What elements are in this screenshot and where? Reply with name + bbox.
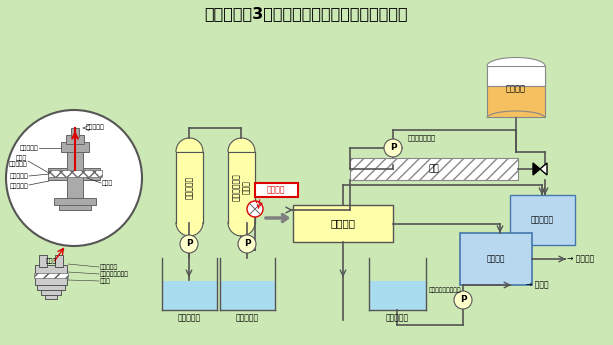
Polygon shape [228, 223, 255, 236]
Circle shape [384, 139, 402, 157]
Text: P: P [186, 239, 192, 248]
Bar [66, 135, 84, 144]
Text: 逆洗排水槽: 逆洗排水槽 [530, 216, 554, 225]
Bar [487, 66, 545, 86]
Text: ボンネット: ボンネット [100, 264, 118, 270]
Text: 当該箇所: 当該箇所 [267, 186, 285, 195]
Bar [176, 151, 203, 223]
Text: 弁本体: 弁本体 [100, 278, 111, 284]
Text: 透過水槽: 透過水槽 [487, 255, 505, 264]
Text: 僅かな隙間: 僅かな隙間 [9, 173, 28, 179]
Text: P: P [460, 296, 466, 305]
Polygon shape [540, 163, 547, 175]
Bar [67, 148, 83, 198]
Circle shape [454, 291, 472, 309]
Text: 海水ピット: 海水ピット [178, 314, 201, 323]
Text: 濃縮海水槽: 濃縮海水槽 [386, 314, 409, 323]
Bar [45, 295, 57, 299]
Text: ポリッシング
ろ過器: ポリッシング ろ過器 [232, 173, 251, 201]
Circle shape [247, 201, 263, 217]
Text: ボンネット: ボンネット [19, 145, 38, 151]
Bar [162, 282, 217, 310]
Text: 駆動部: 駆動部 [45, 258, 56, 264]
Circle shape [180, 235, 198, 253]
Text: 弁本体: 弁本体 [102, 180, 113, 186]
Bar [293, 205, 393, 242]
Text: P: P [390, 144, 397, 152]
Text: 伊方発電所3号機　海水淡水化装置系統概略図: 伊方発電所3号機 海水淡水化装置系統概略図 [204, 7, 408, 21]
Bar [255, 183, 298, 197]
Bar [487, 72, 545, 117]
Circle shape [238, 235, 256, 253]
Bar [61, 142, 89, 152]
Text: 皮面: 皮面 [428, 165, 440, 174]
Bar [59, 205, 91, 210]
Bar [350, 158, 518, 180]
Circle shape [6, 110, 142, 246]
Bar [35, 265, 67, 285]
Bar [37, 285, 65, 290]
Text: ダイヤラム: ダイヤラム [8, 161, 27, 167]
Text: 濃縮海水淡水ポンプ: 濃縮海水淡水ポンプ [428, 287, 462, 293]
Polygon shape [487, 58, 545, 66]
Bar [220, 282, 275, 310]
Text: 塩酸注入ポンプ: 塩酸注入ポンプ [408, 135, 436, 141]
Bar [510, 195, 575, 245]
Bar [34, 273, 68, 278]
Text: 塩酸貯槽: 塩酸貯槽 [506, 85, 526, 93]
Text: ゴム製ダイヤラム: ゴム製ダイヤラム [100, 271, 129, 277]
Text: 二層ろ過器: 二層ろ過器 [185, 176, 194, 199]
Polygon shape [228, 138, 255, 151]
Bar [48, 170, 102, 177]
Bar [369, 282, 426, 310]
Bar [460, 233, 532, 285]
Bar [71, 128, 79, 137]
Polygon shape [533, 163, 540, 175]
Polygon shape [176, 223, 203, 236]
Text: 逆浸透膜: 逆浸透膜 [330, 218, 356, 228]
Bar [39, 255, 47, 267]
Text: → 純水装置: → 純水装置 [567, 255, 594, 264]
Polygon shape [176, 138, 203, 151]
Text: 一部に膨れ: 一部に膨れ [9, 183, 28, 189]
Bar [48, 168, 100, 180]
Bar [55, 255, 63, 267]
Bar [41, 290, 61, 295]
Bar [54, 198, 96, 205]
Text: ゴム製: ゴム製 [16, 155, 27, 161]
Bar [228, 151, 255, 223]
Text: P: P [244, 239, 250, 248]
Text: ろ過海水槽: ろ過海水槽 [236, 314, 259, 323]
Text: → 放水口: → 放水口 [526, 280, 549, 289]
Text: 漏えい経路: 漏えい経路 [86, 124, 105, 130]
